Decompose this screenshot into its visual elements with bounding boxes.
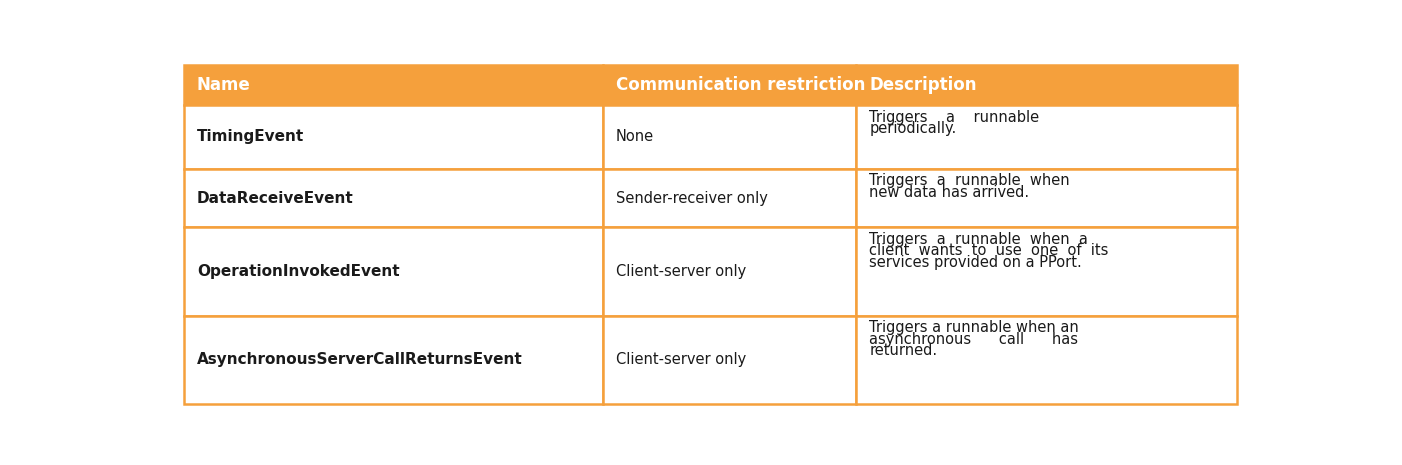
Text: Client-server only: Client-server only [615,264,746,279]
Bar [857,105,1237,169]
Bar [184,169,603,227]
Text: OperationInvokedEvent: OperationInvokedEvent [196,264,400,279]
Text: TimingEvent: TimingEvent [196,129,304,144]
Text: services provided on a PPort.: services provided on a PPort. [869,255,1082,270]
Text: Triggers  a  runnable  when  a: Triggers a runnable when a [869,232,1088,247]
Bar [603,316,857,404]
Text: asynchronous      call      has: asynchronous call has [869,332,1078,347]
Text: new data has arrived.: new data has arrived. [869,185,1029,200]
Bar [857,227,1237,316]
Text: client  wants  to  use  one  of  its: client wants to use one of its [869,244,1109,259]
Bar [184,105,603,169]
Bar [603,227,857,316]
Text: Sender-receiver only: Sender-receiver only [615,191,768,206]
Text: Communication restriction: Communication restriction [615,76,865,94]
Bar [603,65,857,105]
Text: returned.: returned. [869,343,938,359]
Bar [603,169,857,227]
Bar [184,65,603,105]
Text: Name: Name [196,76,251,94]
Text: Description: Description [869,76,977,94]
Text: Client-server only: Client-server only [615,352,746,367]
Text: AsynchronousServerCallReturnsEvent: AsynchronousServerCallReturnsEvent [196,352,523,367]
Bar [184,227,603,316]
Text: Triggers a runnable when an: Triggers a runnable when an [869,320,1080,335]
Text: periodically.: periodically. [869,121,956,136]
Bar [857,316,1237,404]
Text: Triggers  a  runnable  when: Triggers a runnable when [869,173,1070,188]
Bar [857,169,1237,227]
Bar [603,105,857,169]
Bar [857,65,1237,105]
Text: DataReceiveEvent: DataReceiveEvent [196,191,353,206]
Bar [184,316,603,404]
Text: Triggers    a    runnable: Triggers a runnable [869,110,1040,125]
Text: None: None [615,129,655,144]
